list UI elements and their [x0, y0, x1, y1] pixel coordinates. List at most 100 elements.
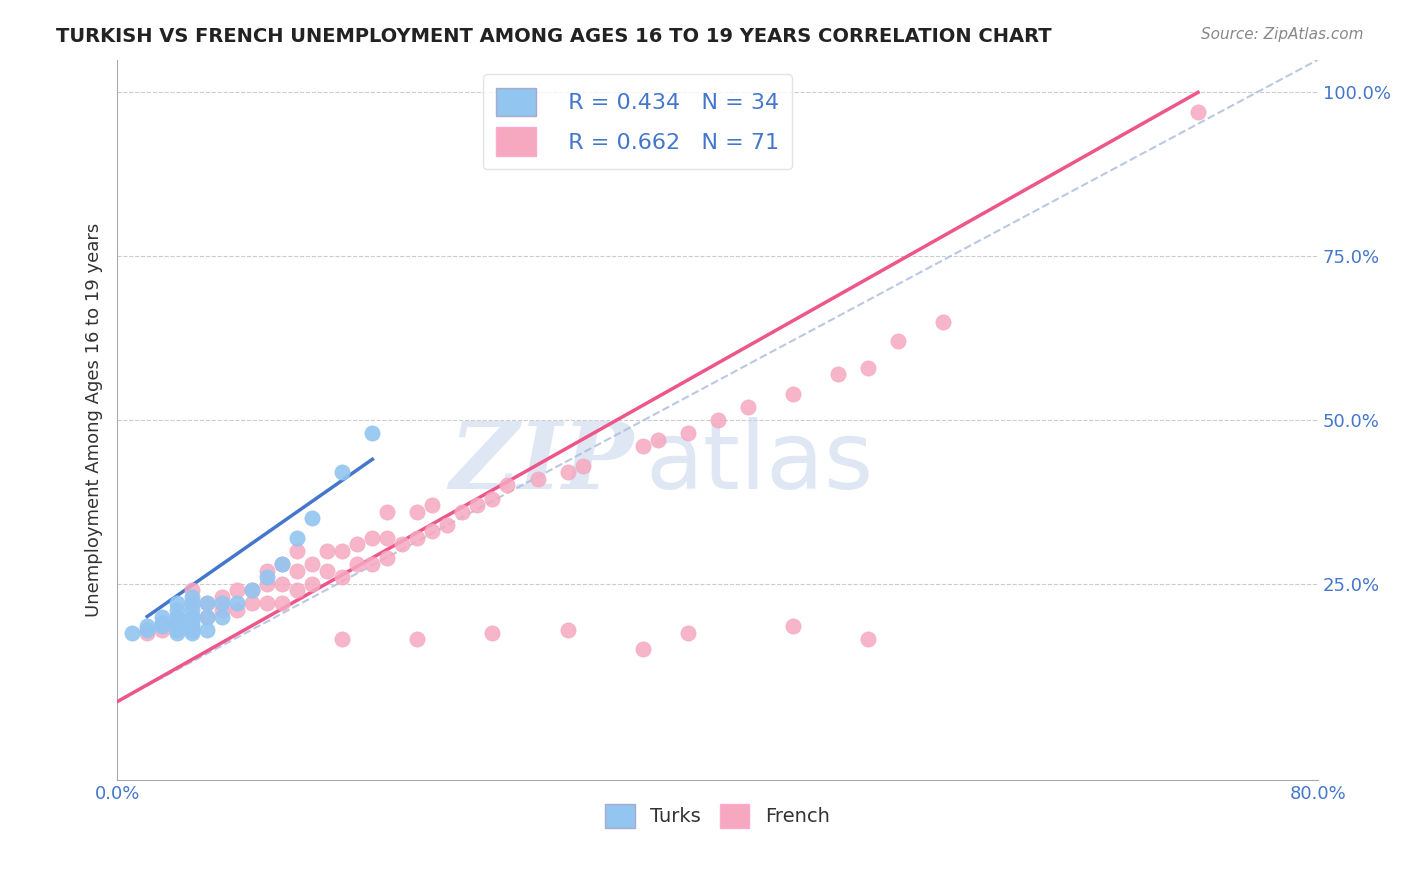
Point: [391, 537, 413, 551]
Point: [406, 505, 429, 519]
Point: [166, 596, 188, 610]
Point: [332, 544, 354, 558]
Point: [737, 400, 759, 414]
Point: [181, 619, 204, 633]
Y-axis label: Unemployment Among Ages 16 to 19 years: Unemployment Among Ages 16 to 19 years: [86, 223, 103, 617]
Point: [240, 583, 263, 598]
Legend: Turks, French: Turks, French: [598, 797, 838, 836]
Point: [166, 603, 188, 617]
Point: [647, 433, 669, 447]
Point: [181, 590, 204, 604]
Point: [271, 576, 294, 591]
Point: [481, 626, 503, 640]
Point: [406, 632, 429, 647]
Point: [932, 315, 955, 329]
Point: [166, 615, 188, 630]
Point: [361, 425, 384, 440]
Point: [211, 603, 233, 617]
Point: [166, 609, 188, 624]
Point: [240, 583, 263, 598]
Point: [422, 524, 444, 539]
Point: [676, 425, 699, 440]
Point: [181, 623, 204, 637]
Point: [271, 557, 294, 571]
Point: [181, 596, 204, 610]
Point: [211, 596, 233, 610]
Point: [226, 603, 249, 617]
Point: [377, 531, 399, 545]
Point: [827, 367, 849, 381]
Point: [285, 583, 308, 598]
Point: [195, 609, 218, 624]
Point: [256, 596, 278, 610]
Text: Source: ZipAtlas.com: Source: ZipAtlas.com: [1201, 27, 1364, 42]
Point: [571, 458, 593, 473]
Point: [195, 609, 218, 624]
Point: [526, 472, 548, 486]
Point: [316, 544, 339, 558]
Point: [301, 511, 323, 525]
Point: [136, 619, 159, 633]
Point: [676, 626, 699, 640]
Point: [557, 623, 579, 637]
Text: ZIP: ZIP: [450, 418, 634, 508]
Point: [316, 564, 339, 578]
Point: [301, 557, 323, 571]
Point: [271, 596, 294, 610]
Text: TURKISH VS FRENCH UNEMPLOYMENT AMONG AGES 16 TO 19 YEARS CORRELATION CHART: TURKISH VS FRENCH UNEMPLOYMENT AMONG AGE…: [56, 27, 1052, 45]
Point: [782, 386, 804, 401]
Point: [406, 531, 429, 545]
Point: [181, 583, 204, 598]
Point: [377, 505, 399, 519]
Point: [166, 623, 188, 637]
Point: [150, 623, 173, 637]
Point: [377, 550, 399, 565]
Point: [240, 596, 263, 610]
Point: [150, 609, 173, 624]
Point: [1187, 105, 1209, 120]
Point: [136, 623, 159, 637]
Point: [211, 609, 233, 624]
Point: [226, 596, 249, 610]
Point: [557, 466, 579, 480]
Point: [285, 564, 308, 578]
Point: [782, 619, 804, 633]
Point: [856, 632, 879, 647]
Point: [361, 531, 384, 545]
Point: [150, 619, 173, 633]
Point: [361, 557, 384, 571]
Point: [346, 537, 368, 551]
Point: [496, 478, 519, 492]
Point: [285, 544, 308, 558]
Point: [436, 517, 458, 532]
Point: [136, 626, 159, 640]
Point: [181, 623, 204, 637]
Point: [422, 498, 444, 512]
Point: [181, 626, 204, 640]
Point: [150, 615, 173, 630]
Point: [301, 576, 323, 591]
Point: [166, 626, 188, 640]
Point: [706, 413, 728, 427]
Point: [195, 596, 218, 610]
Point: [481, 491, 503, 506]
Point: [631, 642, 654, 657]
Point: [332, 632, 354, 647]
Point: [332, 570, 354, 584]
Point: [181, 603, 204, 617]
Point: [256, 570, 278, 584]
Point: [166, 619, 188, 633]
Point: [467, 498, 489, 512]
Point: [332, 466, 354, 480]
Point: [285, 531, 308, 545]
Point: [166, 609, 188, 624]
Point: [181, 615, 204, 630]
Point: [631, 439, 654, 453]
Point: [150, 615, 173, 630]
Point: [256, 564, 278, 578]
Point: [346, 557, 368, 571]
Point: [451, 505, 474, 519]
Point: [195, 596, 218, 610]
Point: [181, 609, 204, 624]
Text: atlas: atlas: [645, 417, 875, 509]
